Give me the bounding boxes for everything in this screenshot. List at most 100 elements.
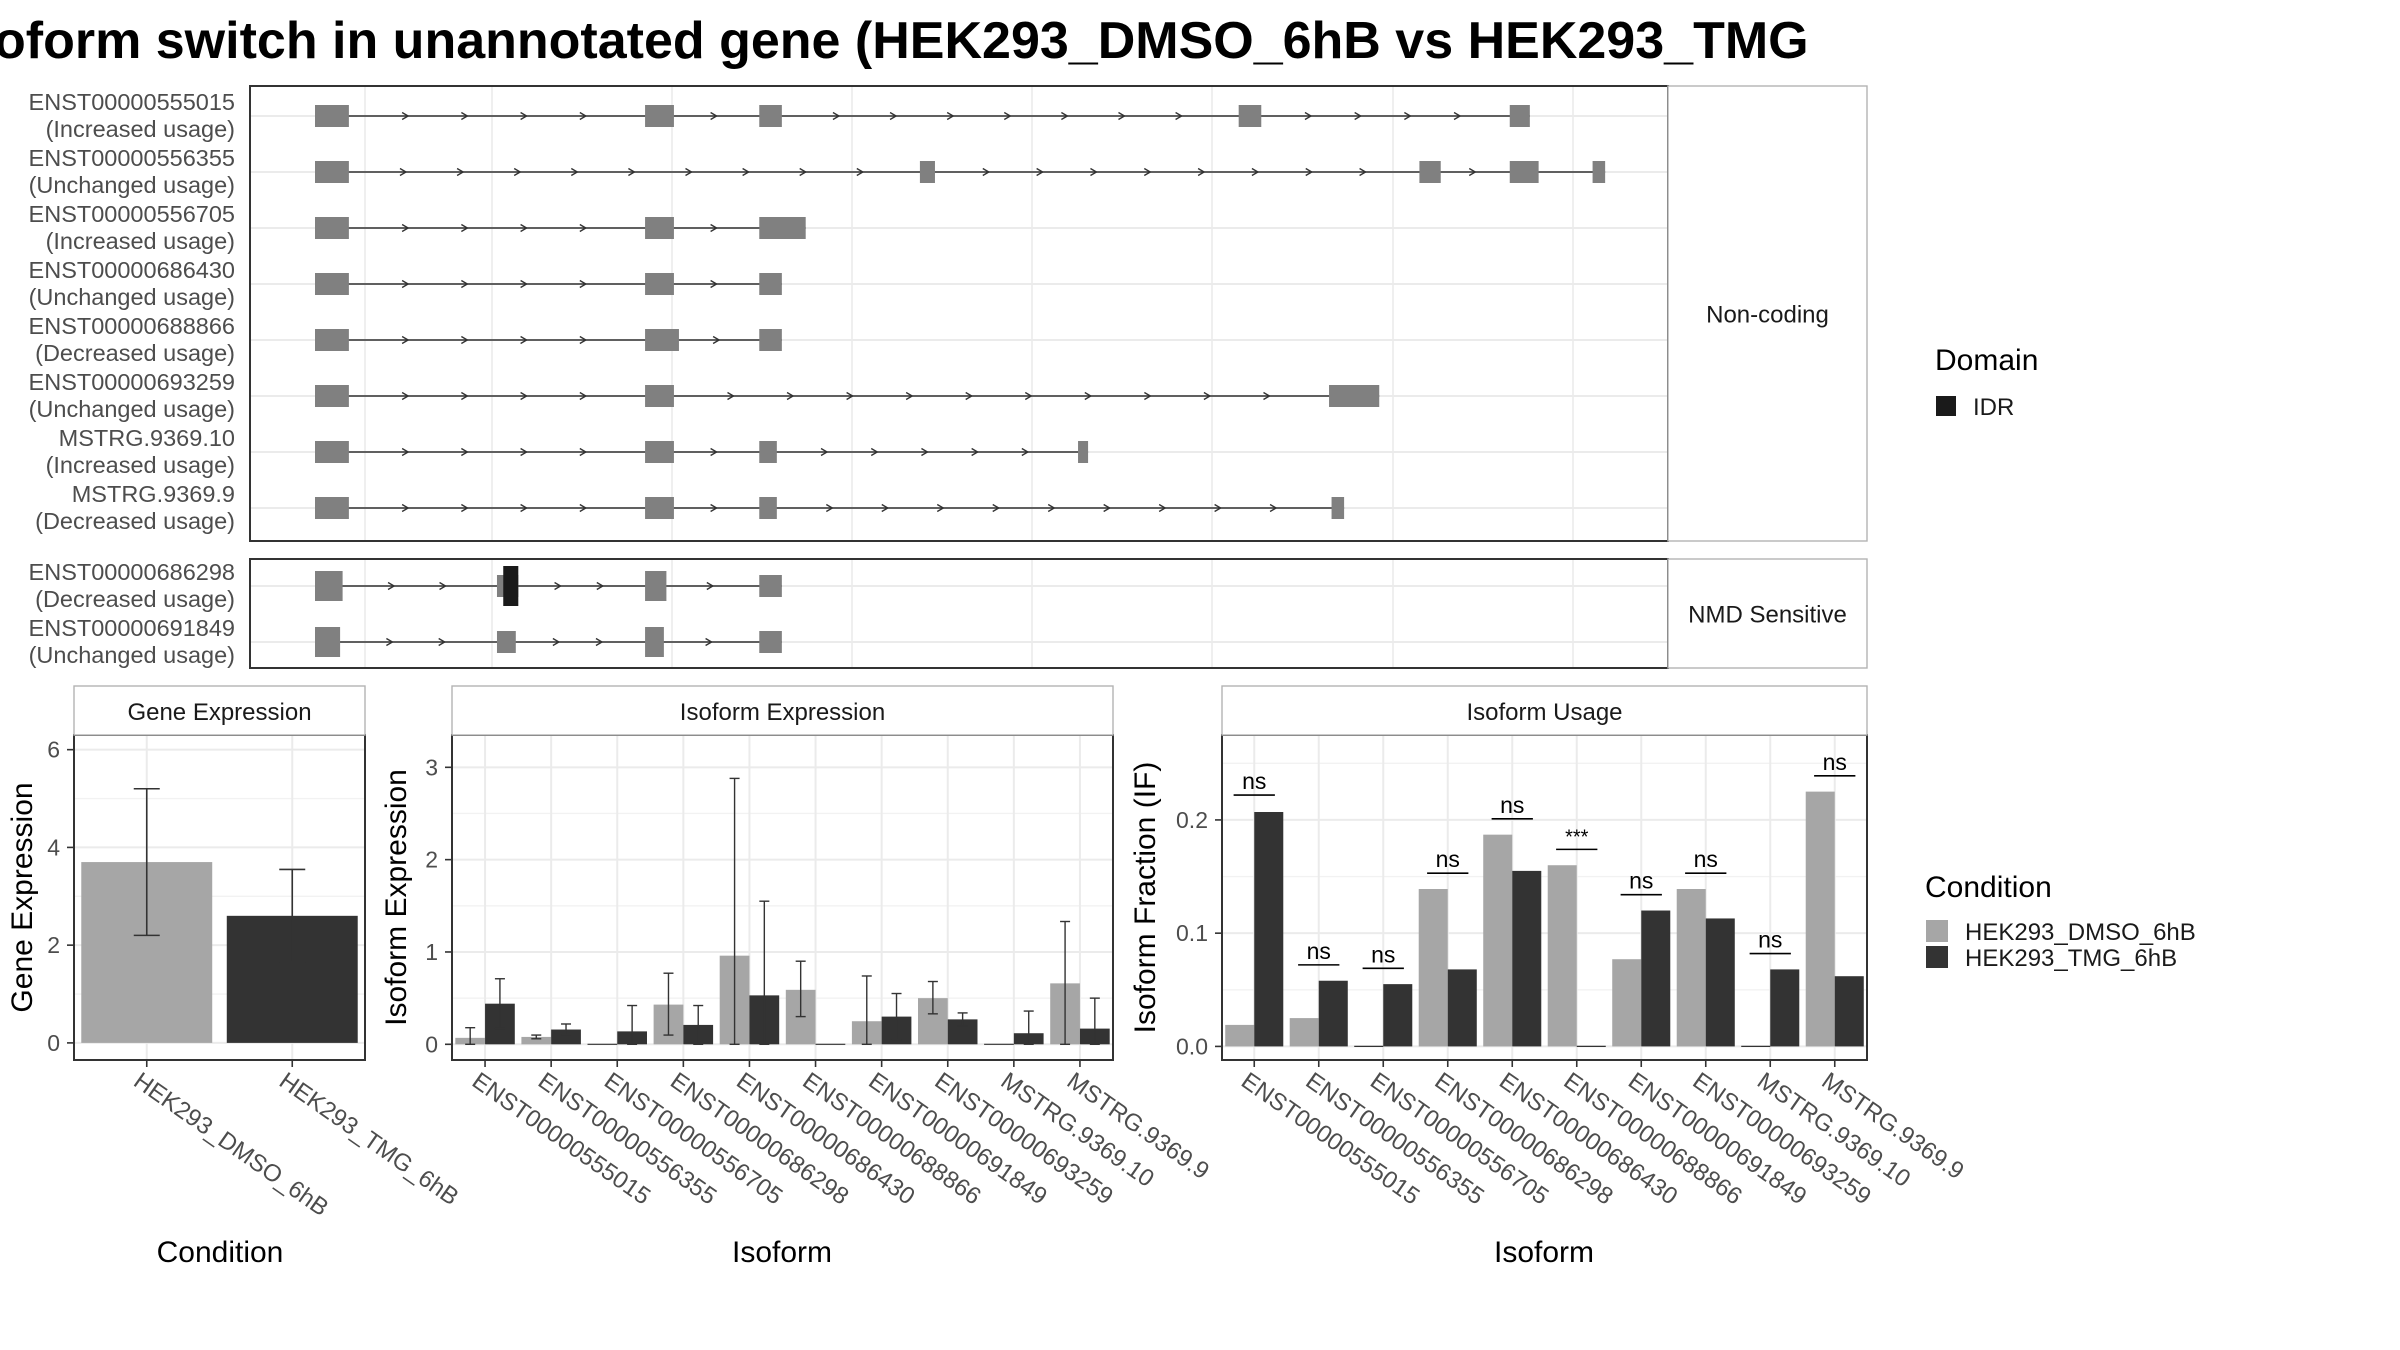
- y-tick-label: 0.2: [1176, 807, 1208, 833]
- exon-enst00000688866: [645, 329, 679, 351]
- transcript-usage-label: (Unchanged usage): [29, 172, 235, 198]
- isoform-usage-chart: ns ns ns ns ns *** ns ns ns ns Isoform Usage 0.0 0.1…: [1129, 685, 1969, 1269]
- intron-arrow: [710, 223, 718, 233]
- transcript-id-label: ENST00000556355: [29, 145, 235, 171]
- intron-arrow: [685, 167, 693, 177]
- intron-arrow: [1003, 111, 1012, 121]
- significance-label: ***: [1565, 826, 1589, 848]
- intron-arrow: [1305, 167, 1314, 177]
- chart-title: Isoform Usage: [1466, 699, 1622, 726]
- intron-arrow: [881, 503, 890, 513]
- bar-dmso: [1676, 889, 1706, 1047]
- exon-mstrg-9369-10: [645, 441, 674, 463]
- intron-arrow: [742, 167, 750, 177]
- transcript-usage-label: (Decreased usage): [35, 586, 235, 612]
- intron-arrow: [570, 167, 579, 177]
- domain-legend-title: Domain: [1935, 344, 2038, 377]
- intron-arrow: [401, 335, 410, 345]
- condition-legend-key-dmso: [1926, 920, 1948, 942]
- bar-dmso: [1225, 1024, 1255, 1047]
- transcript-id-label: ENST00000686430: [29, 257, 235, 283]
- intron-arrow: [387, 581, 396, 591]
- intron-arrow: [921, 447, 929, 457]
- exon-enst00000691849: [759, 631, 782, 653]
- exon-enst00000556355: [919, 161, 935, 183]
- intron-arrow: [825, 503, 834, 513]
- intron-arrow: [710, 503, 718, 513]
- y-tick-label: 0.0: [1176, 1033, 1208, 1059]
- y-tick-label: 6: [47, 737, 60, 763]
- intron-arrow: [579, 503, 588, 513]
- intron-arrow: [628, 167, 636, 177]
- intron-arrow: [710, 447, 718, 457]
- intron-arrow: [786, 391, 795, 401]
- exon-enst00000686430: [315, 273, 349, 295]
- exon-enst00000693259: [1329, 385, 1380, 407]
- intron-arrow: [1269, 503, 1278, 513]
- strip-label: Non-coding: [1706, 302, 1829, 329]
- intron-arrow: [1061, 111, 1069, 121]
- exon-mstrg-9369-10: [315, 441, 349, 463]
- bar-dmso: [1612, 959, 1642, 1047]
- intron-arrow: [401, 391, 410, 401]
- intron-arrow: [461, 111, 469, 121]
- intron-arrow: [513, 167, 522, 177]
- exon-enst00000555015: [315, 105, 349, 127]
- transcript-id-label: ENST00000555015: [29, 89, 235, 115]
- intron-arrow: [1090, 167, 1098, 177]
- exon-mstrg-9369-10: [1078, 441, 1089, 463]
- exon-mstrg-9369-9: [315, 497, 349, 519]
- exon-enst00000693259: [645, 385, 674, 407]
- intron-arrow: [461, 279, 469, 289]
- bar-tmg: [1834, 976, 1864, 1047]
- condition-legend-label-tmg: HEK293_TMG_6hB: [1965, 945, 2177, 972]
- exon-enst00000556705: [315, 217, 349, 239]
- gene-expression-chart: Gene Expression0246HEK293_DMSO_6hBHEK293…: [6, 685, 463, 1269]
- chart-strip: [1221, 685, 1868, 736]
- significance-label: ns: [1242, 768, 1266, 794]
- intron-arrow: [596, 581, 605, 591]
- chart-strip: [451, 685, 1114, 736]
- intron-arrow: [1404, 111, 1412, 121]
- intron-arrow: [438, 637, 447, 647]
- y-tick-label: 1: [425, 939, 438, 965]
- exon-enst00000556355: [1509, 161, 1539, 183]
- y-tick-label: 4: [47, 834, 60, 860]
- panel-background: [250, 86, 1668, 541]
- intron-arrow: [520, 223, 528, 233]
- y-tick-label: 2: [47, 932, 60, 958]
- intron-arrow: [1084, 391, 1093, 401]
- intron-arrow: [401, 223, 410, 233]
- intron-arrow: [579, 111, 588, 121]
- intron-arrow: [1263, 391, 1271, 401]
- intron-arrow: [554, 581, 562, 591]
- strip-box: [1667, 558, 1868, 669]
- intron-arrow: [1175, 111, 1183, 121]
- transcript-usage-label: (Increased usage): [46, 228, 235, 254]
- y-axis-label: Gene Expression: [6, 782, 39, 1012]
- significance-label: ns: [1500, 792, 1524, 818]
- intron-arrow: [820, 447, 829, 457]
- exon-enst00000686298: [759, 575, 782, 597]
- transcript-panel-nmd-sensitive: ENST00000686298(Decreased usage) ENST0000…: [29, 558, 1868, 669]
- transcript-usage-label: (Decreased usage): [35, 340, 235, 366]
- bar-tmg: [1641, 910, 1671, 1047]
- condition-legend-title: Condition: [1925, 871, 2052, 904]
- intron-arrow: [1468, 167, 1477, 177]
- y-tick-label: 3: [425, 754, 438, 780]
- y-tick-label: 0: [47, 1030, 60, 1056]
- bar-dmso: [1289, 1018, 1319, 1047]
- intron-arrow: [727, 391, 735, 401]
- intron-arrow: [1047, 503, 1056, 513]
- transcript-usage-label: (Unchanged usage): [29, 396, 235, 422]
- exon-enst00000555015: [1509, 105, 1530, 127]
- transcript-usage-label: (Increased usage): [46, 116, 235, 142]
- intron-arrow: [1024, 391, 1033, 401]
- intron-arrow: [1251, 167, 1260, 177]
- transcript-usage-label: (Decreased usage): [35, 508, 235, 534]
- intron-arrow: [1214, 503, 1222, 513]
- transcript-id-label: MSTRG.9369.10: [59, 425, 235, 451]
- intron-arrow: [1021, 447, 1030, 457]
- transcript-panel-non-coding: ENST00000555015(Increased usage)ENST0000…: [29, 85, 1868, 542]
